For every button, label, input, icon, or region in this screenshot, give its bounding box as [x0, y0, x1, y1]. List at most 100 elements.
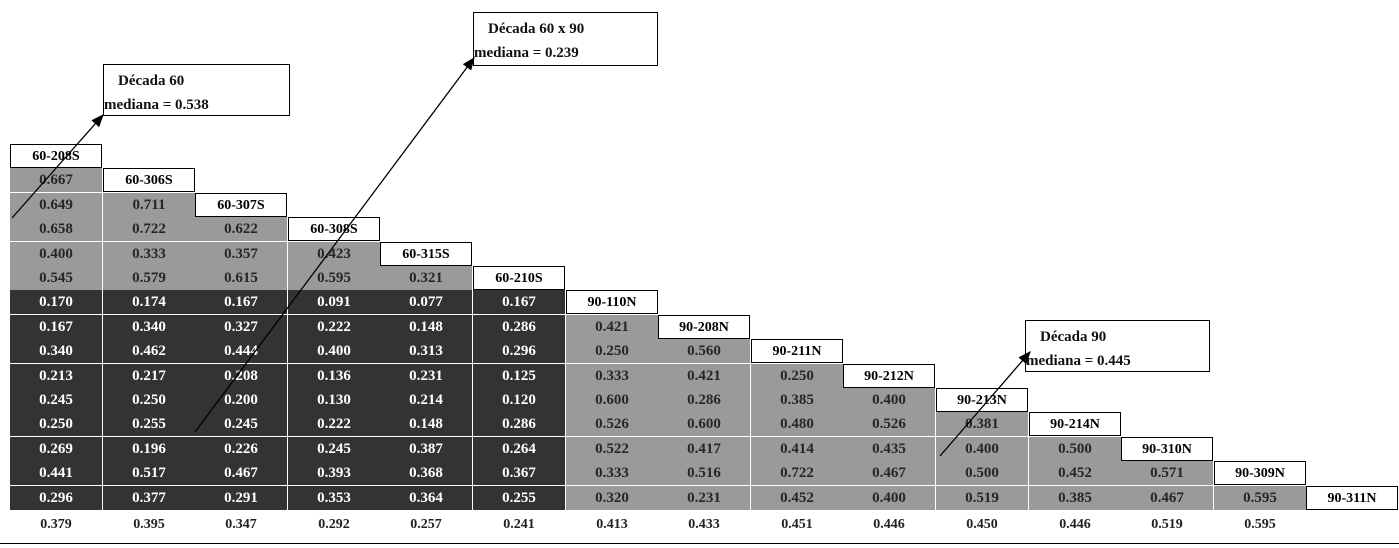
- matrix-cell: 0.231: [658, 486, 750, 510]
- matrix-cell: 0.595: [288, 266, 380, 290]
- matrix-cell: 0.385: [751, 388, 843, 412]
- column-header: 90-311N: [1306, 486, 1398, 510]
- matrix-cell: 0.519: [936, 486, 1028, 510]
- matrix-cell: 0.214: [380, 388, 472, 412]
- matrix-cell: 0.333: [103, 242, 195, 266]
- median-cell: 0.257: [380, 513, 472, 537]
- matrix-cell: 0.245: [10, 388, 102, 412]
- matrix-cell: 0.340: [103, 315, 195, 339]
- column-header: 90-213N: [936, 388, 1028, 412]
- matrix-cell: 0.291: [195, 486, 287, 510]
- matrix-cell: 0.222: [288, 315, 380, 339]
- decade-60x90-title: Década 60 x 90: [488, 21, 585, 37]
- matrix-cell: 0.467: [1121, 486, 1213, 510]
- matrix-cell: 0.250: [566, 339, 658, 363]
- matrix-cell: 0.327: [195, 315, 287, 339]
- matrix-cell: 0.364: [380, 486, 472, 510]
- matrix-cell: 0.480: [751, 412, 843, 436]
- matrix-cell: 0.500: [936, 461, 1028, 485]
- median-cell: 0.450: [936, 513, 1028, 537]
- decade-60x90-median: mediana = 0.239: [474, 45, 579, 61]
- matrix-cell: 0.120: [473, 388, 565, 412]
- matrix-cell: 0.313: [380, 339, 472, 363]
- column-header: 90-110N: [566, 290, 658, 314]
- matrix-cell: 0.377: [103, 486, 195, 510]
- matrix-cell: 0.367: [473, 461, 565, 485]
- matrix-cell: 0.467: [195, 461, 287, 485]
- matrix-cell: 0.213: [10, 364, 102, 388]
- matrix-cell: 0.136: [288, 364, 380, 388]
- matrix-cell: 0.462: [103, 339, 195, 363]
- decade-90-title: Década 90: [1040, 329, 1107, 345]
- matrix-cell: 0.393: [288, 461, 380, 485]
- matrix-cell: 0.435: [843, 437, 935, 461]
- matrix-cell: 0.250: [751, 364, 843, 388]
- matrix-cell: 0.130: [288, 388, 380, 412]
- matrix-cell: 0.286: [473, 412, 565, 436]
- column-header: 90-211N: [751, 339, 843, 363]
- matrix-cell: 0.441: [10, 461, 102, 485]
- column-header: 60-208S: [10, 144, 102, 168]
- matrix-cell: 0.250: [10, 412, 102, 436]
- matrix-cell: 0.269: [10, 437, 102, 461]
- matrix-cell: 0.340: [10, 339, 102, 363]
- matrix-cell: 0.296: [473, 339, 565, 363]
- bottom-rule: [0, 543, 1399, 544]
- median-cell: 0.595: [1214, 513, 1306, 537]
- matrix-cell: 0.231: [380, 364, 472, 388]
- matrix-cell: 0.381: [936, 412, 1028, 436]
- matrix-cell: 0.368: [380, 461, 472, 485]
- column-header: 90-212N: [843, 364, 935, 388]
- matrix-cell: 0.222: [288, 412, 380, 436]
- matrix-cell: 0.526: [843, 412, 935, 436]
- matrix-cell: 0.077: [380, 290, 472, 314]
- matrix-cell: 0.500: [1029, 437, 1121, 461]
- matrix-cell: 0.722: [103, 217, 195, 241]
- matrix-cell: 0.560: [658, 339, 750, 363]
- matrix-cell: 0.421: [658, 364, 750, 388]
- matrix-cell: 0.622: [195, 217, 287, 241]
- column-header: 90-208N: [658, 315, 750, 339]
- median-cell: 0.451: [751, 513, 843, 537]
- median-cell: 0.446: [1029, 513, 1121, 537]
- decade-90-box: Década 90 mediana = 0.445: [1025, 320, 1210, 372]
- matrix-cell: 0.600: [566, 388, 658, 412]
- matrix-cell: 0.421: [566, 315, 658, 339]
- matrix-cell: 0.649: [10, 193, 102, 217]
- matrix-cell: 0.400: [843, 486, 935, 510]
- matrix-cell: 0.091: [288, 290, 380, 314]
- column-header: 60-307S: [195, 193, 287, 217]
- matrix-cell: 0.400: [936, 437, 1028, 461]
- decade-60-title: Década 60: [118, 73, 185, 89]
- matrix-cell: 0.400: [10, 242, 102, 266]
- column-header: 60-308S: [288, 217, 380, 241]
- matrix-cell: 0.333: [566, 364, 658, 388]
- median-cell: 0.292: [288, 513, 380, 537]
- decade-90-median: mediana = 0.445: [1026, 353, 1131, 369]
- matrix-cell: 0.250: [103, 388, 195, 412]
- matrix-cell: 0.174: [103, 290, 195, 314]
- matrix-cell: 0.387: [380, 437, 472, 461]
- column-header: 60-315S: [380, 242, 472, 266]
- median-cell: 0.519: [1121, 513, 1213, 537]
- matrix-cell: 0.286: [473, 315, 565, 339]
- matrix-cell: 0.321: [380, 266, 472, 290]
- matrix-cell: 0.517: [103, 461, 195, 485]
- matrix-cell: 0.417: [658, 437, 750, 461]
- matrix-cell: 0.148: [380, 315, 472, 339]
- matrix-cell: 0.226: [195, 437, 287, 461]
- matrix-cell: 0.245: [195, 412, 287, 436]
- matrix-cell: 0.170: [10, 290, 102, 314]
- matrix-cell: 0.333: [566, 461, 658, 485]
- arrow-decade-90: [939, 351, 1031, 457]
- matrix-cell: 0.467: [843, 461, 935, 485]
- median-cell: 0.446: [843, 513, 935, 537]
- matrix-cell: 0.414: [751, 437, 843, 461]
- matrix-cell: 0.353: [288, 486, 380, 510]
- column-header: 60-210S: [473, 266, 565, 290]
- matrix-cell: 0.167: [473, 290, 565, 314]
- column-header: 60-306S: [103, 168, 195, 192]
- matrix-cell: 0.571: [1121, 461, 1213, 485]
- median-cell: 0.347: [195, 513, 287, 537]
